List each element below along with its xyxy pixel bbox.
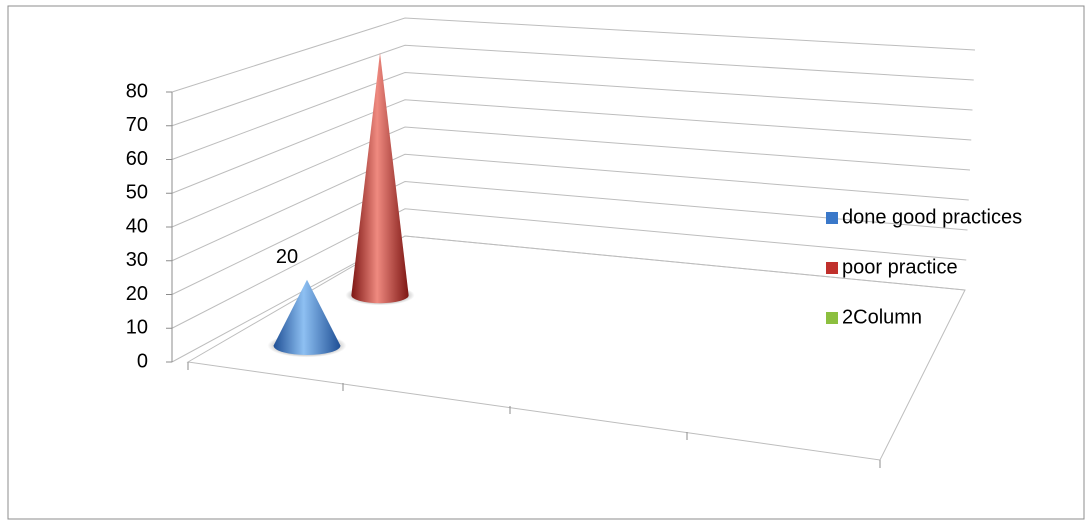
y-tick-label: 30: [126, 249, 148, 271]
grid-line: [171, 17, 976, 93]
grid-line: [171, 99, 972, 194]
legend-label: 2Column: [842, 306, 922, 328]
grid-line: [171, 153, 969, 262]
y-tick-label: 40: [126, 215, 148, 237]
legend-label: poor practice: [842, 256, 958, 278]
y-tick-label: 80: [126, 80, 148, 102]
frame: [7, 5, 1085, 520]
cone: [273, 279, 341, 355]
grid-line: [171, 235, 966, 363]
data-label: 20: [276, 246, 298, 268]
cone: [351, 52, 409, 304]
legend-label: done good practices: [842, 206, 1022, 228]
y-tick-label: 10: [126, 317, 148, 339]
grid-line: [171, 208, 967, 329]
grid-line: [171, 180, 968, 295]
legend-swatch: [826, 262, 838, 274]
grid-line: [171, 71, 973, 160]
y-tick-label: 50: [126, 182, 148, 204]
y-tick-label: 70: [126, 114, 148, 136]
legend-swatch: [826, 312, 838, 324]
y-tick-label: 60: [126, 148, 148, 170]
y-tick-label: 20: [126, 283, 148, 305]
grid-line: [171, 44, 974, 127]
legend-swatch: [826, 212, 838, 224]
grid-line: [171, 126, 971, 228]
y-tick-label: 0: [137, 350, 148, 372]
